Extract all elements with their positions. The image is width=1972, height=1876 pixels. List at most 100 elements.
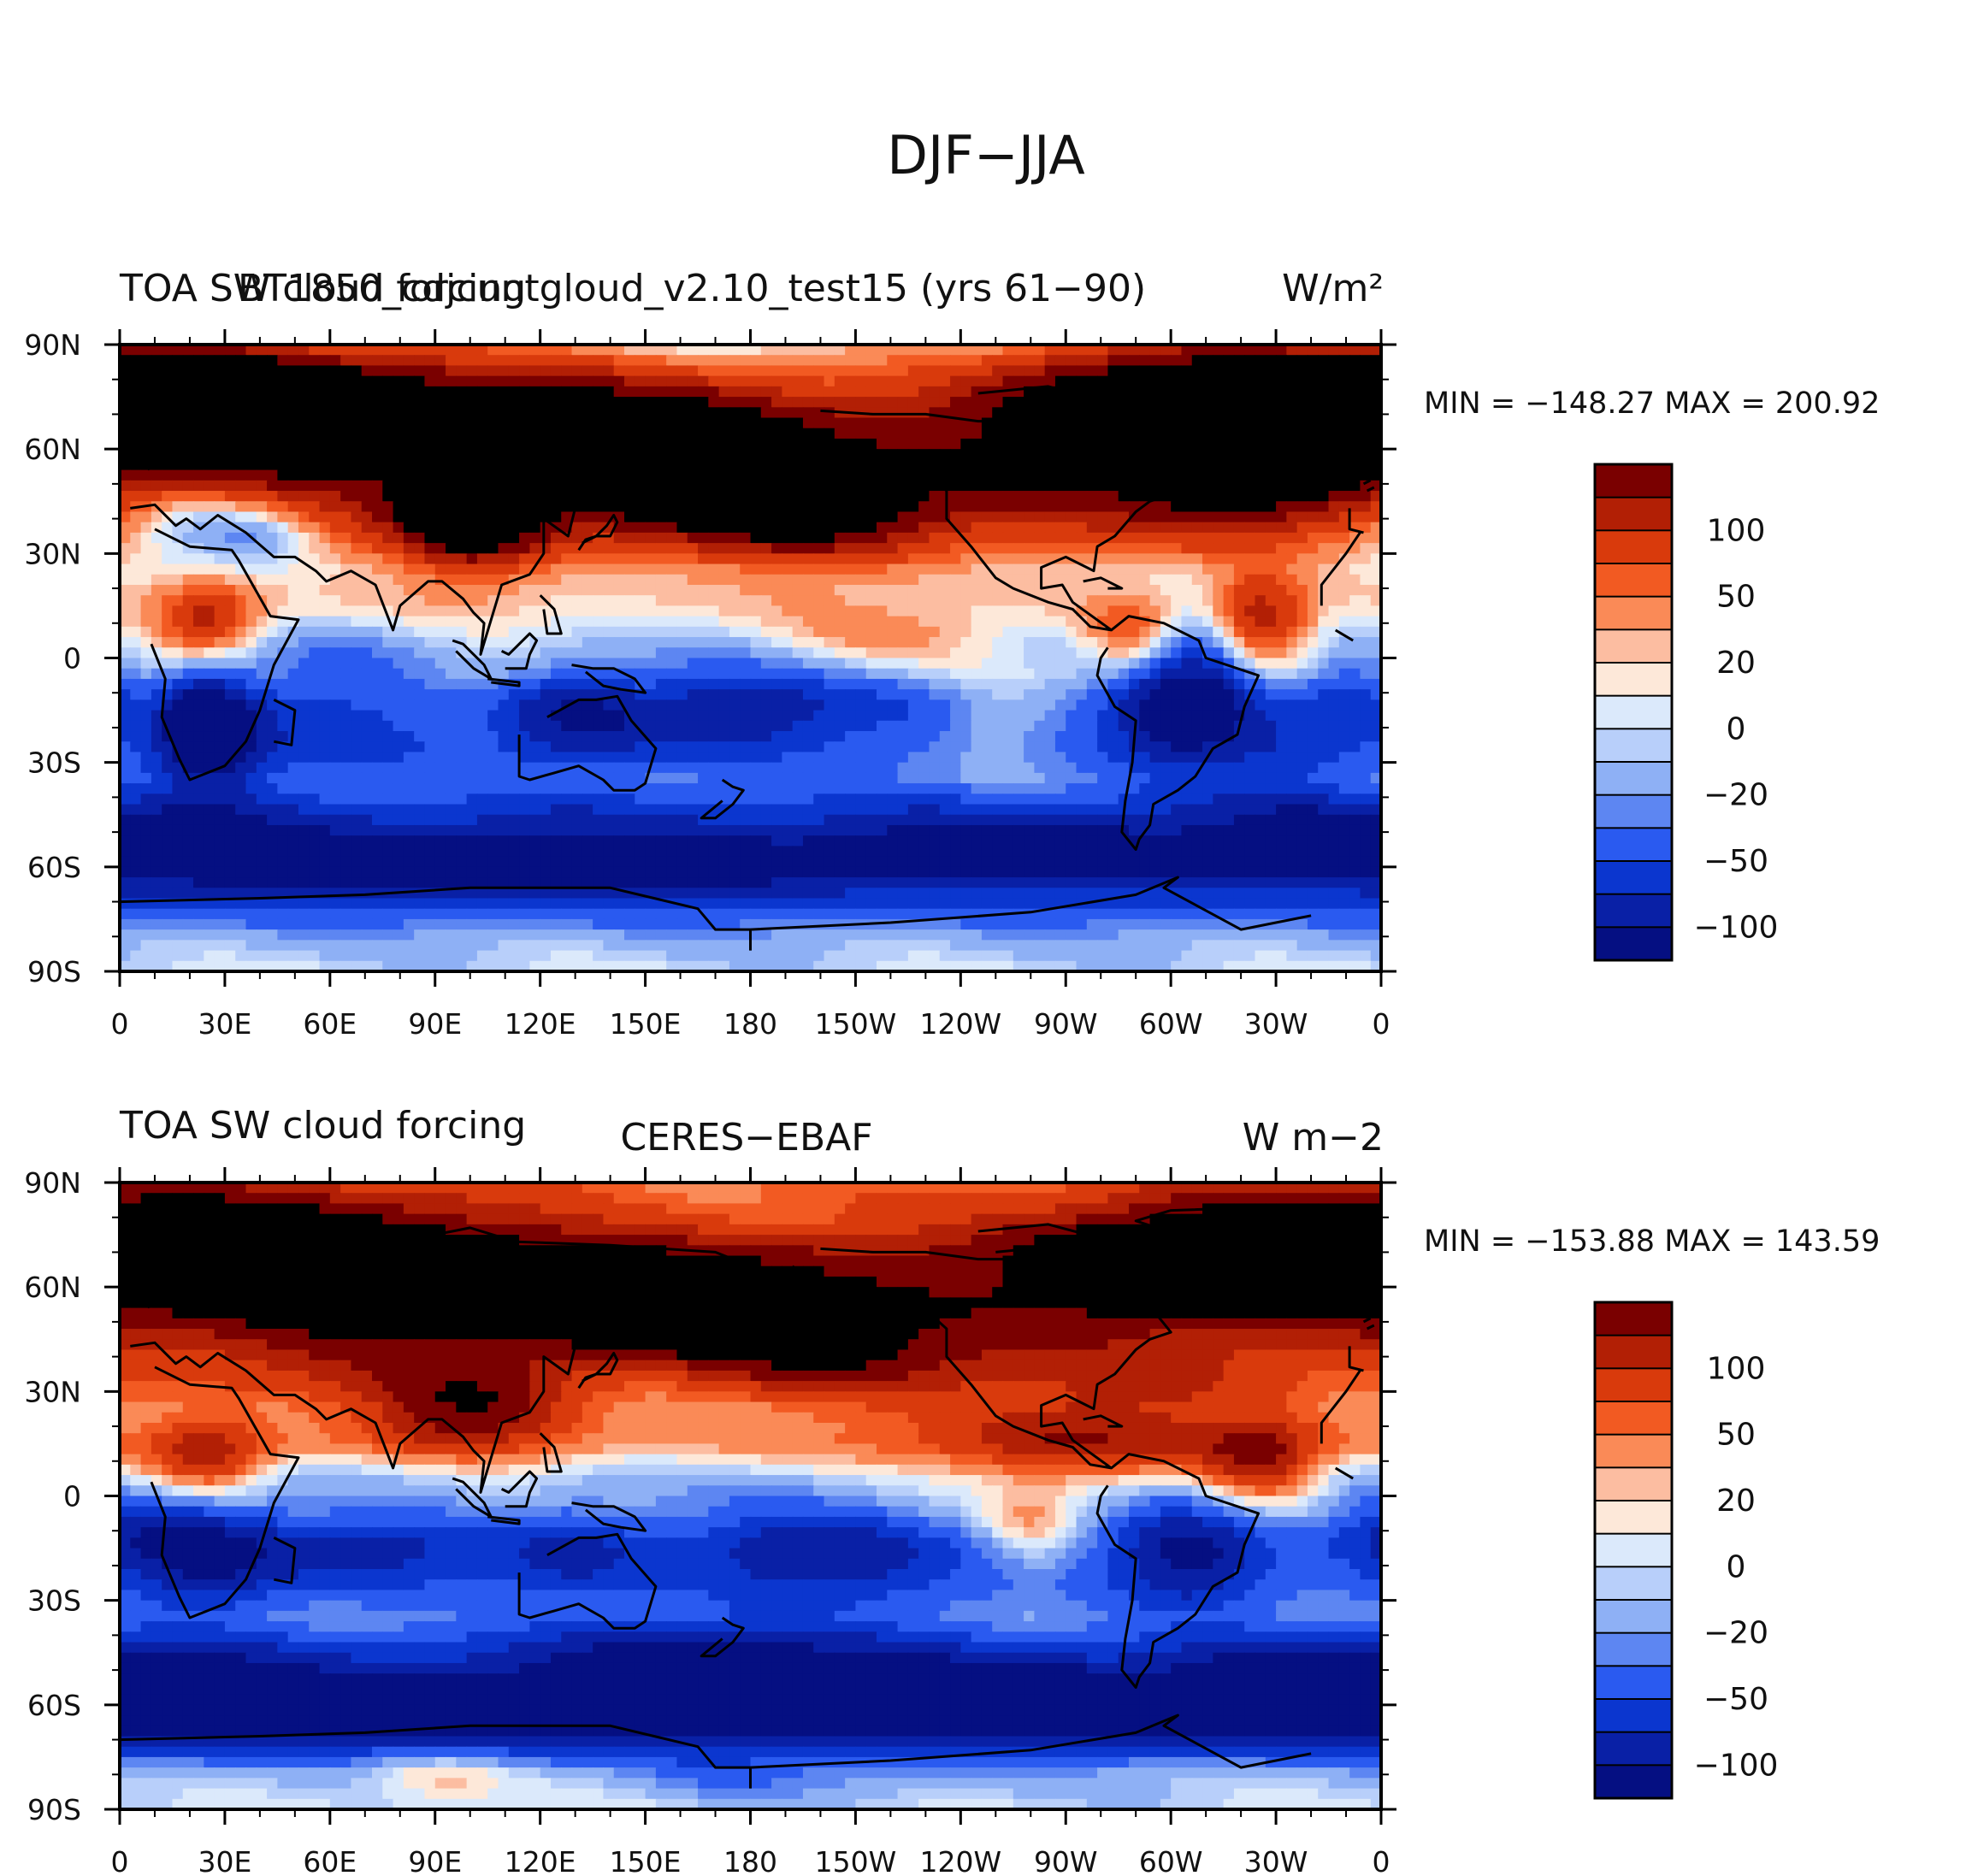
- panel-observations: TOA SW cloud forcing CERES−EBAF W m−2 90…: [24, 1104, 1880, 1876]
- colorbar-label: −100: [1694, 1748, 1779, 1783]
- lon-tick-label: 0: [1373, 1007, 1390, 1041]
- panel-1-units-label: W/m²: [1282, 267, 1384, 310]
- colorbar-label: −50: [1703, 844, 1768, 879]
- lon-tick-label: 30E: [198, 1845, 251, 1876]
- lon-tick-label: 60W: [1139, 1845, 1203, 1876]
- colorbar-swatch: [1594, 793, 1673, 829]
- panel-1-axis-ticks: 90N 60N 30N 0 30S 60S 90S 0 30E 60E 90E 120E 150E 180…: [24, 328, 1396, 1041]
- lon-tick-label: 30W: [1244, 1007, 1308, 1041]
- lat-tick-label: 30N: [24, 1375, 81, 1408]
- colorbar-label: −20: [1703, 778, 1768, 813]
- lon-tick-label: 120W: [920, 1007, 1002, 1041]
- colorbar-label: 0: [1727, 1549, 1746, 1584]
- colorbar-swatch: [1594, 893, 1673, 929]
- lon-tick-label: 150W: [815, 1007, 897, 1041]
- colorbar-swatch: [1594, 1367, 1673, 1403]
- panel-2-colorbar: 100 50 20 0 −20 −50 −100: [1593, 1301, 1779, 1800]
- lat-tick-label: 0: [63, 642, 81, 675]
- lon-tick-label: 90E: [408, 1007, 462, 1041]
- colorbar-swatch: [1594, 761, 1673, 797]
- lat-tick-label: 60N: [24, 1271, 81, 1304]
- colorbar-label: −50: [1703, 1682, 1768, 1717]
- lat-tick-label: 30N: [24, 537, 81, 570]
- colorbar-label: 100: [1707, 513, 1766, 548]
- panel-2-axis-ticks: 90N 60N 30N 0 30S 60S 90S 0 30E 60E 90E 120E 150E 180…: [24, 1166, 1396, 1876]
- panel-2-center-label: CERES−EBAF: [620, 1116, 872, 1159]
- panel-model: TOA SW cloud forcing BT1850_cdjcuntgloud…: [24, 267, 1880, 1041]
- lon-tick-label: 0: [111, 1007, 129, 1041]
- lon-tick-label: 120E: [505, 1007, 576, 1041]
- colorbar-swatch: [1594, 1566, 1673, 1602]
- lon-tick-label: 150E: [610, 1007, 682, 1041]
- colorbar-swatch: [1594, 628, 1673, 664]
- colorbar-swatch: [1594, 1334, 1673, 1370]
- lat-tick-label: 90N: [24, 328, 81, 362]
- panel-1-contour-field: [120, 345, 1381, 971]
- lat-tick-label: 90S: [27, 955, 81, 988]
- colorbar-label: 20: [1716, 646, 1756, 681]
- lon-tick-label: 180: [723, 1845, 777, 1876]
- panel-1-coastlines: [120, 368, 1376, 951]
- colorbar-swatch: [1594, 1466, 1673, 1502]
- lon-tick-label: 30E: [198, 1007, 251, 1041]
- colorbar-label: 0: [1727, 711, 1746, 746]
- colorbar-label: 50: [1716, 580, 1756, 615]
- colorbar-swatch: [1594, 1301, 1673, 1337]
- colorbar-swatch: [1594, 728, 1673, 764]
- lon-tick-label: 180: [723, 1007, 777, 1041]
- lat-tick-label: 90S: [27, 1793, 81, 1826]
- lat-tick-label: 60S: [27, 1689, 81, 1722]
- lon-tick-label: 60E: [303, 1007, 357, 1041]
- lon-tick-label: 90E: [408, 1845, 462, 1876]
- lon-tick-label: 60W: [1139, 1007, 1203, 1041]
- lon-tick-label: 120E: [505, 1845, 576, 1876]
- colorbar-swatch: [1594, 926, 1673, 962]
- colorbar-swatch: [1594, 595, 1673, 631]
- lon-tick-label: 90W: [1034, 1007, 1098, 1041]
- colorbar-swatch: [1594, 694, 1673, 730]
- colorbar-swatch: [1594, 1599, 1673, 1635]
- panel-2-min-max: MIN = −153.88 MAX = 143.59: [1424, 1224, 1880, 1259]
- colorbar-swatch: [1594, 529, 1673, 565]
- panel-1-center-label: BT1850_cdjcuntgloud_v2.10_test15 (yrs 61…: [238, 267, 1146, 310]
- colorbar-swatch: [1594, 496, 1673, 532]
- lat-tick-label: 30S: [27, 1584, 81, 1618]
- lon-tick-label: 0: [1373, 1845, 1390, 1876]
- colorbar-swatch: [1594, 1698, 1673, 1734]
- colorbar-swatch: [1594, 1764, 1673, 1800]
- panel-1-map: [120, 345, 1381, 971]
- colorbar-label: 50: [1716, 1418, 1756, 1453]
- colorbar-swatch: [1594, 1500, 1673, 1536]
- colorbar-swatch: [1594, 860, 1673, 896]
- colorbar-swatch: [1594, 1532, 1673, 1568]
- lat-tick-label: 0: [63, 1480, 81, 1513]
- lon-tick-label: 90W: [1034, 1845, 1098, 1876]
- lon-tick-label: 120W: [920, 1845, 1002, 1876]
- colorbar-label: 100: [1707, 1351, 1766, 1386]
- lon-tick-label: 150E: [610, 1845, 682, 1876]
- panel-1-left-label: TOA SW cloud forcing: [119, 267, 526, 310]
- panel-2-coastlines: [120, 1206, 1376, 1789]
- colorbar-swatch: [1594, 1433, 1673, 1469]
- colorbar-swatch: [1594, 1631, 1673, 1667]
- lat-tick-label: 90N: [24, 1166, 81, 1200]
- colorbar-swatch: [1594, 1401, 1673, 1436]
- colorbar-swatch: [1594, 662, 1673, 698]
- figure-title: DJF−JJA: [887, 124, 1085, 186]
- lon-tick-label: 30W: [1244, 1845, 1308, 1876]
- colorbar-swatch: [1594, 463, 1673, 499]
- colorbar-swatch: [1594, 1665, 1673, 1701]
- colorbar-swatch: [1594, 827, 1673, 863]
- panel-2-units-label: W m−2: [1243, 1116, 1384, 1159]
- colorbar-label: 20: [1716, 1484, 1756, 1519]
- lon-tick-label: 0: [111, 1845, 129, 1876]
- panel-2-contour-field: [120, 1183, 1381, 1809]
- panel-1-colorbar: 100 50 20 0 −20 −50 −100: [1593, 463, 1778, 962]
- lon-tick-label: 60E: [303, 1845, 357, 1876]
- colorbar-label: −20: [1703, 1616, 1768, 1651]
- panel-2-left-label: TOA SW cloud forcing: [119, 1104, 526, 1147]
- lon-tick-label: 150W: [815, 1845, 897, 1876]
- lat-tick-label: 30S: [27, 746, 81, 780]
- panel-2-map: [120, 1183, 1381, 1809]
